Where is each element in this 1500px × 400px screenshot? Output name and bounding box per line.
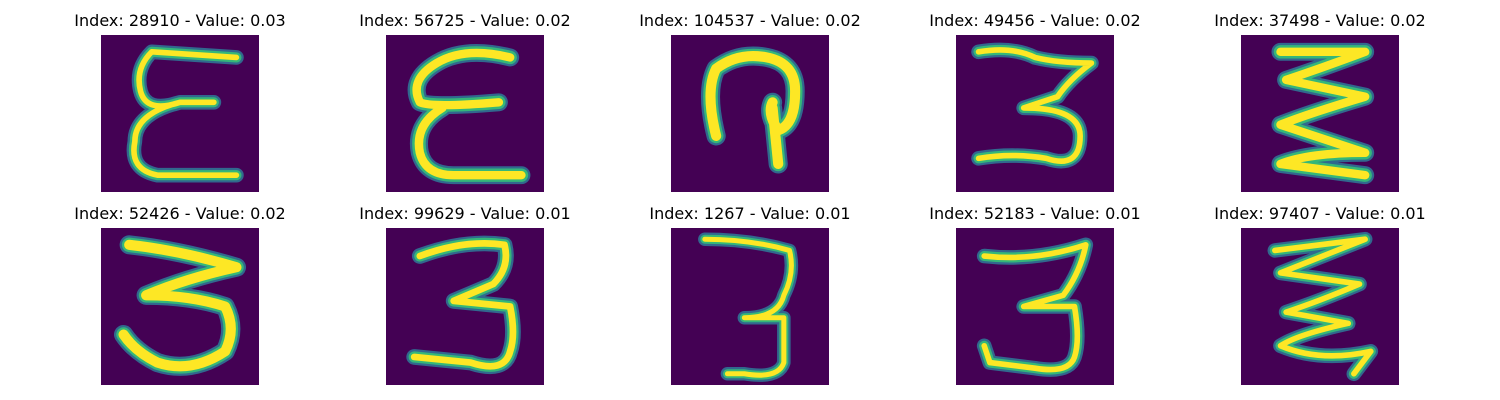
panel-title: Index: 52183 - Value: 0.01: [929, 204, 1141, 223]
panel-title: Index: 104537 - Value: 0.02: [639, 11, 861, 30]
panel-title: Index: 37498 - Value: 0.02: [1214, 11, 1426, 30]
digit-stroke: [698, 232, 799, 382]
panel-title: Index: 56725 - Value: 0.02: [359, 11, 571, 30]
digit-panel: Index: 56725 - Value: 0.02: [320, 0, 610, 192]
digit-stroke: [406, 235, 521, 375]
panel-title: Index: 49456 - Value: 0.02: [929, 11, 1141, 30]
panel-title: Index: 28910 - Value: 0.03: [74, 11, 286, 30]
digit-stroke: [976, 237, 1094, 377]
panel-title: Index: 99629 - Value: 0.01: [359, 204, 571, 223]
digit-panel: Index: 49456 - Value: 0.02: [890, 0, 1180, 192]
digit-panel: Index: 28910 - Value: 0.03: [35, 0, 325, 192]
digit-panel: Index: 104537 - Value: 0.02: [605, 0, 895, 192]
digit-image: [386, 35, 544, 192]
digit-stroke: [700, 46, 805, 174]
digit-panel: Index: 1267 - Value: 0.01: [605, 193, 895, 385]
digit-stroke: [113, 235, 247, 376]
digit-image: [956, 228, 1114, 385]
digit-image: [671, 228, 829, 385]
digit-panel: Index: 52183 - Value: 0.01: [890, 193, 1180, 385]
digit-stroke: [971, 42, 1099, 169]
digit-panel: Index: 52426 - Value: 0.02: [35, 193, 325, 385]
digit-stroke: [407, 44, 531, 185]
digit-panel: Index: 99629 - Value: 0.01: [320, 193, 610, 385]
digit-image: [1241, 35, 1399, 192]
digit-image: [386, 228, 544, 385]
digit-stroke: [1267, 231, 1379, 382]
digit-panel: Index: 97407 - Value: 0.01: [1175, 193, 1465, 385]
digit-image: [1241, 228, 1399, 385]
panel-title: Index: 52426 - Value: 0.02: [74, 204, 286, 223]
digit-image: [671, 35, 829, 192]
digit-stroke: [1271, 42, 1375, 185]
digit-image: [956, 35, 1114, 192]
digit-stroke: [126, 44, 244, 183]
digit-panel: Index: 37498 - Value: 0.02: [1175, 0, 1465, 192]
digit-image: [101, 35, 259, 192]
panel-title: Index: 97407 - Value: 0.01: [1214, 204, 1426, 223]
digit-image: [101, 228, 259, 385]
panel-title: Index: 1267 - Value: 0.01: [649, 204, 851, 223]
